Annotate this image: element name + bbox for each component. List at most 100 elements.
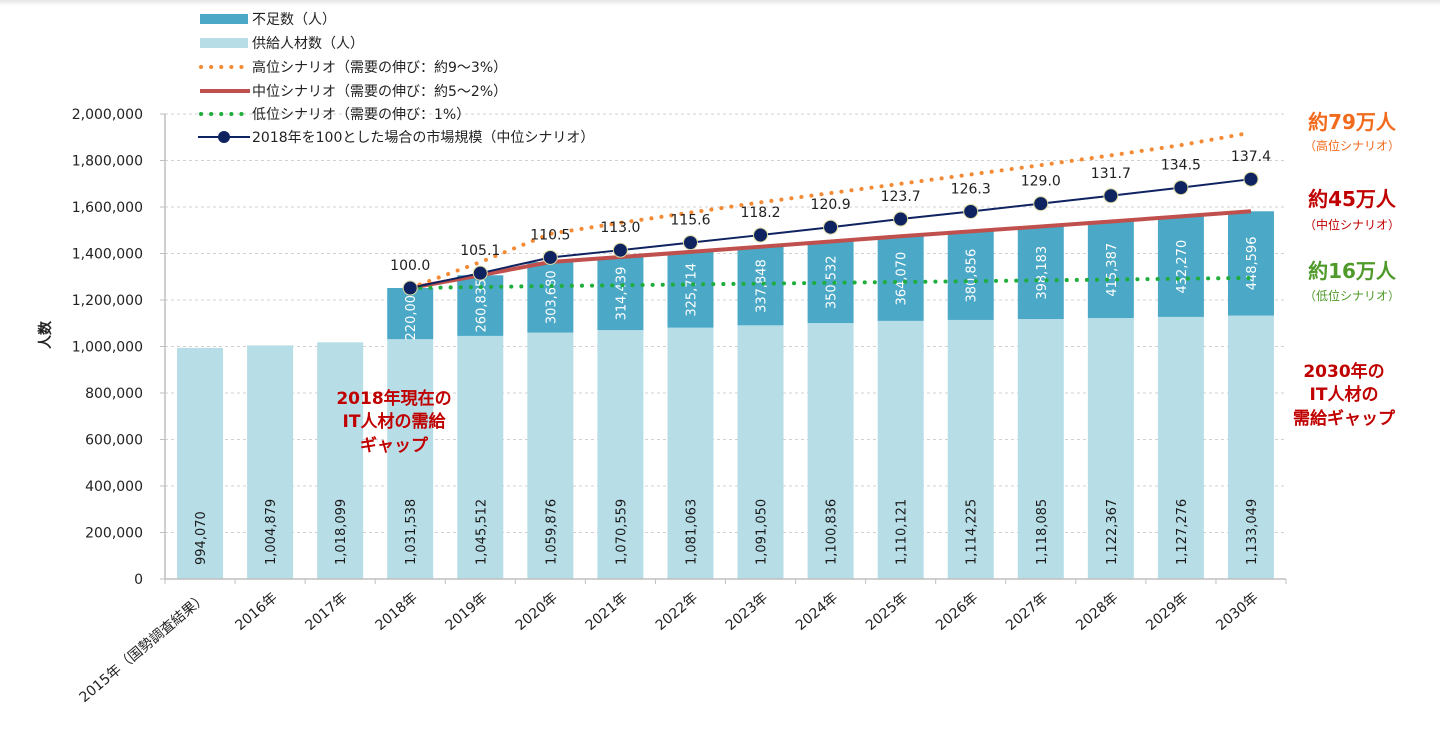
axes <box>160 113 1287 584</box>
bar-supply <box>387 339 434 579</box>
bar-shortage <box>947 231 994 320</box>
gap-2030-line-3: 需給ギャップ <box>1293 408 1396 429</box>
line-high-scenario <box>408 130 1253 291</box>
bar-shortage <box>1157 216 1204 317</box>
index-label: 134.5 <box>1161 158 1201 174</box>
index-label: 115.6 <box>670 213 710 229</box>
bar-supply-label: 1,059,876 <box>544 499 559 565</box>
bar-shortage <box>387 288 434 340</box>
legend-swatch-shortage <box>200 14 248 24</box>
index-marker <box>753 227 769 243</box>
bar-shortage <box>527 261 574 333</box>
bar-shortage-label: 314,439 <box>614 267 629 321</box>
bar-shortage-label: 337,848 <box>755 259 770 313</box>
legend-label-high: 高位シナリオ（需要の伸び：約9～3%） <box>252 59 507 76</box>
bar-shortage-label: 260,835 <box>474 279 489 333</box>
bar-shortage-label: 432,270 <box>1175 240 1190 294</box>
bar-supply <box>877 320 924 579</box>
bar-shortage <box>877 236 924 321</box>
index-label: 126.3 <box>951 181 991 197</box>
annotation-high-label: （高位シナリオ） <box>1304 138 1400 153</box>
index-marker <box>1173 180 1189 196</box>
x-tick-label: 2018年 <box>372 590 420 634</box>
index-marker <box>893 211 909 227</box>
bar-supply-label: 1,100,836 <box>825 499 840 565</box>
y-tick-label: 1,000,000 <box>72 340 143 356</box>
annotation-gap-2030: 2030年の IT人材の 需給ギャップ <box>1293 361 1396 429</box>
bar-shortage-label: 380,856 <box>965 249 980 303</box>
y-tick-label: 800,000 <box>85 386 143 402</box>
bar-shortage-label: 415,387 <box>1105 243 1120 297</box>
bar-shortage-label: 350,532 <box>825 255 840 309</box>
x-tick-label: 2024年 <box>793 590 841 634</box>
x-tick-label: 2025年 <box>863 590 911 634</box>
index-label: 118.2 <box>740 205 780 221</box>
y-tick-labels: 0 200,000 400,000 600,000 800,000 1,000,000 1,… <box>72 107 143 588</box>
x-tick-label: 2027年 <box>1003 590 1051 634</box>
bar-supply-label: 1,118,085 <box>1035 499 1050 565</box>
annotation-high-value: 約79万人 <box>1308 110 1397 134</box>
x-tick-label: 2015年（国勢調査結果） <box>76 590 210 706</box>
bar-shortage <box>1227 211 1274 316</box>
bar-supply-label: 994,070 <box>194 511 209 565</box>
y-tick-label: 1,200,000 <box>72 293 143 309</box>
index-label: 131.7 <box>1091 166 1131 182</box>
x-tick-label: 2020年 <box>513 590 561 634</box>
legend-label-mid: 中位シナリオ（需要の伸び：約5～2%） <box>252 84 507 100</box>
legend-label-supply: 供給人材数（人） <box>252 36 364 52</box>
bar-shortage <box>1087 221 1134 319</box>
index-marker <box>542 249 558 265</box>
legend: 不足数（人） 供給人材数（人） 高位シナリオ（需要の伸び：約9～3%） 中位シナ… <box>198 12 594 146</box>
bar-supply-label: 1,045,512 <box>474 499 489 565</box>
gap-2018-line-1: 2018年現在の <box>336 388 451 409</box>
y-tick-label: 1,600,000 <box>72 200 143 216</box>
index-label: 113.0 <box>600 220 640 236</box>
bar-supply <box>317 342 364 579</box>
bar-supply-label: 1,070,559 <box>614 499 629 565</box>
bar-supply-label: 1,004,879 <box>264 499 279 565</box>
y-tick-label: 2,000,000 <box>72 107 143 123</box>
gap-2018-line-3: ギャップ <box>360 435 429 456</box>
x-tick-label: 2016年 <box>232 590 280 634</box>
bar-supply-label: 1,133,049 <box>1245 499 1260 565</box>
index-label: 105.1 <box>460 243 500 259</box>
index-marker <box>1243 171 1259 187</box>
legend-swatch-supply <box>200 38 248 48</box>
bar-supply-label: 1,122,367 <box>1105 499 1120 565</box>
annotation-low-label: （低位シナリオ） <box>1304 288 1400 303</box>
x-tick-label: 2019年 <box>443 590 491 634</box>
bar-supply <box>457 335 504 579</box>
gap-2030-line-2: IT人材の <box>1310 384 1379 405</box>
index-labels: 100.0 105.1 110.5 113.0 115.6 118.2 120.9 123.7… <box>390 149 1271 274</box>
bar-supply <box>527 332 574 579</box>
x-tick-label: 2017年 <box>302 590 350 634</box>
index-marker <box>682 235 698 251</box>
legend-label-low: 低位シナリオ（需要の伸び：1%） <box>252 107 470 123</box>
index-marker <box>1033 196 1049 212</box>
bar-supply <box>667 327 714 579</box>
bar-supply <box>1087 318 1134 579</box>
line-low-scenario <box>408 275 1253 291</box>
annotation-low: 約16万人 （低位シナリオ） <box>1304 259 1400 303</box>
x-tick-label: 2028年 <box>1073 590 1121 634</box>
bar-supply <box>1227 315 1274 579</box>
index-marker <box>402 280 418 296</box>
bar-supply <box>1017 319 1064 579</box>
legend-marker-index <box>218 131 230 143</box>
x-tick-labels: 2015年（国勢調査結果） 2016年 2017年 2018年 2019年 2020年 20… <box>76 590 1261 706</box>
y-tick-label: 600,000 <box>85 433 143 449</box>
annotation-mid-label: （中位シナリオ） <box>1304 217 1400 232</box>
bar-shortage-label: 398,183 <box>1035 246 1050 300</box>
index-marker <box>1103 188 1119 204</box>
annotation-mid: 約45万人 （中位シナリオ） <box>1304 187 1400 232</box>
x-tick-label: 2026年 <box>933 590 981 634</box>
bar-shortage-label: 364,070 <box>895 252 910 306</box>
index-label: 110.5 <box>530 227 570 243</box>
annotation-gap-2018: 2018年現在の IT人材の需給 ギャップ <box>336 388 451 456</box>
gap-2018-line-2: IT人材の需給 <box>343 411 447 432</box>
bar-supply <box>247 345 294 579</box>
bars <box>177 211 1274 579</box>
index-markers <box>402 171 1259 296</box>
bar-supply-label: 1,114,225 <box>965 499 980 565</box>
y-axis-label: 人数 <box>37 320 54 349</box>
